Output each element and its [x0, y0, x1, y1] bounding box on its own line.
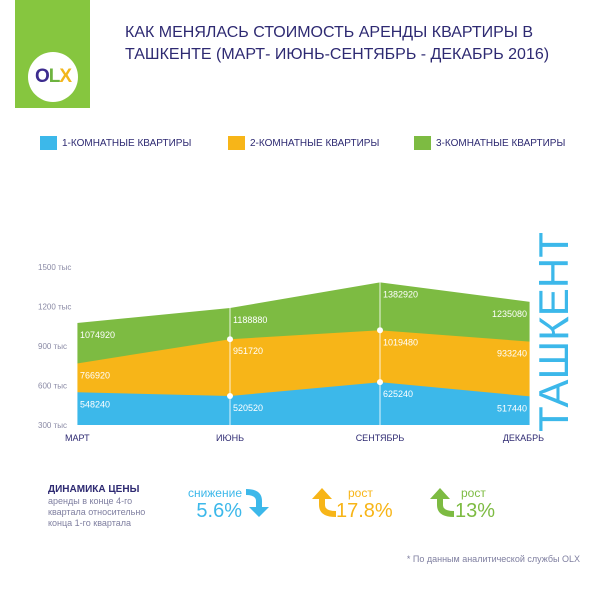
city-name: ТАШКЕНТ [530, 232, 577, 432]
legend-item-2-room: 2-КОМНАТНЫЕ КВАРТИРЫ [228, 136, 379, 150]
stat-1-room-label: снижение [187, 486, 242, 500]
stat-1-room-value: 5.6% [196, 500, 242, 522]
x-tick-label: СЕНТЯБРЬ [356, 433, 405, 443]
area-series-1 [77, 382, 530, 425]
x-tick-label: МАРТ [65, 433, 90, 443]
stat-2-room: рост 17.8% [336, 486, 400, 522]
data-point [377, 379, 383, 386]
logo-bar: OLX [15, 0, 90, 108]
stat-3-room: рост 13% [455, 486, 505, 522]
legend-label-2-room: 2-КОМНАТНЫЕ КВАРТИРЫ [250, 137, 380, 149]
data-label: 520520 [233, 403, 263, 413]
data-label: 951720 [233, 346, 263, 356]
stat-2-room-label: рост [348, 486, 373, 500]
data-point [227, 392, 233, 399]
dynamics-heading: ДИНАМИКА ЦЕНЫ [48, 484, 140, 495]
data-label: 548240 [80, 399, 110, 409]
data-label: 1382920 [383, 289, 418, 299]
arrow-down-icon [246, 489, 269, 517]
legend-swatch-1-room [40, 136, 57, 150]
legend-swatch-3-room [414, 136, 431, 150]
data-point [377, 327, 383, 334]
arrow-up-icon-2 [430, 488, 454, 517]
arrow-up-icon [312, 488, 336, 517]
page-title: КАК МЕНЯЛАСЬ СТОИМОСТЬ АРЕНДЫ КВАРТИРЫ В… [125, 24, 550, 63]
city-label: ТАШКЕНТ [530, 232, 577, 432]
logo-letter-o: O [34, 66, 50, 87]
y-tick-label: 600 тыс [38, 382, 67, 391]
data-label: 1019480 [383, 337, 418, 347]
y-tick-label: 300 тыс [38, 421, 67, 430]
y-tick-label: 900 тыс [38, 342, 67, 351]
data-label: 933240 [497, 349, 527, 359]
data-label: 766920 [80, 371, 110, 381]
data-label: 1235080 [492, 309, 527, 319]
data-label: 625240 [383, 389, 413, 399]
data-label: 1074920 [80, 330, 115, 340]
y-tick-label: 1500 тыс [38, 263, 71, 272]
logo-letter-x: X [59, 66, 72, 87]
footnote: * По данным аналитической службы OLX [406, 554, 580, 564]
legend-item-1-room: 1-КОМНАТНЫЕ КВАРТИРЫ [40, 136, 191, 150]
x-tick-label: ИЮНЬ [216, 433, 244, 443]
logo-letter-l: L [48, 66, 61, 87]
legend-item-3-room: 3-КОМНАТНЫЕ КВАРТИРЫ [414, 136, 565, 150]
olx-logo: OLX [28, 52, 78, 102]
stat-1-room: снижение 5.6% [180, 486, 242, 522]
legend-swatch-2-room [228, 136, 245, 150]
stat-3-room-value: 13% [455, 500, 496, 522]
legend-label-1-room: 1-КОМНАТНЫЕ КВАРТИРЫ [62, 137, 192, 149]
data-point [227, 336, 233, 343]
y-tick-label: 1200 тыс [38, 303, 71, 312]
stat-2-room-value: 17.8% [336, 500, 393, 522]
dynamics-description: аренды в конце 4-го квартала относительн… [48, 496, 146, 528]
data-label: 517440 [497, 403, 527, 413]
legend-label-3-room: 3-КОМНАТНЫЕ КВАРТИРЫ [436, 137, 566, 149]
stat-3-room-label: рост [461, 486, 486, 500]
data-label: 1188880 [233, 315, 267, 325]
x-tick-label: ДЕКАБРЬ [503, 433, 544, 443]
